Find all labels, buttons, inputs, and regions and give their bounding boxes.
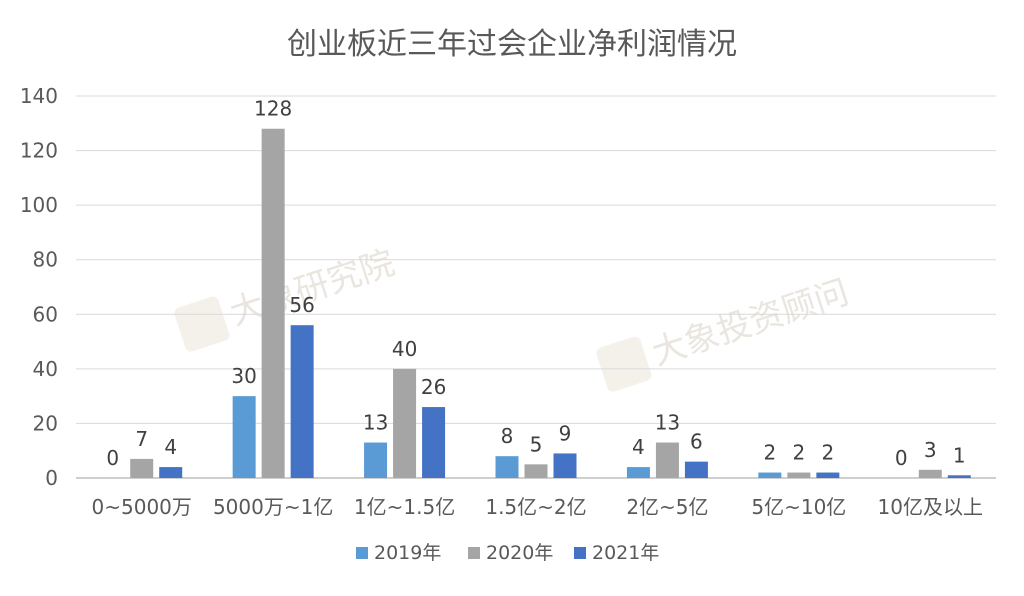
watermark-logo-icon bbox=[596, 336, 652, 392]
x-tick-label: 5亿~10亿 bbox=[751, 495, 846, 519]
y-tick-label: 0 bbox=[45, 466, 58, 490]
legend-item: 2021年 bbox=[574, 542, 659, 564]
data-label: 0 bbox=[895, 446, 908, 470]
data-label: 2 bbox=[792, 441, 805, 465]
data-label: 40 bbox=[392, 337, 417, 361]
legend-label: 2020年 bbox=[486, 542, 553, 564]
watermark: 大象投资顾问 bbox=[596, 272, 854, 392]
data-label: 30 bbox=[231, 364, 256, 388]
bar bbox=[947, 475, 971, 478]
watermark-text: 大象研究院 bbox=[225, 243, 399, 334]
bar bbox=[918, 469, 942, 478]
bar bbox=[626, 467, 650, 478]
legend-item: 2019年 bbox=[356, 542, 441, 564]
bar bbox=[524, 464, 548, 478]
legend-label: 2021年 bbox=[592, 542, 659, 564]
y-tick-label: 20 bbox=[33, 411, 58, 435]
bar bbox=[393, 368, 417, 478]
bars bbox=[130, 128, 971, 478]
data-label: 8 bbox=[501, 424, 514, 448]
bar bbox=[655, 442, 679, 478]
y-tick-label: 120 bbox=[20, 139, 58, 163]
legend-label: 2019年 bbox=[374, 542, 441, 564]
data-label: 0 bbox=[106, 446, 119, 470]
x-tick-label: 2亿~5亿 bbox=[626, 495, 708, 519]
x-axis-ticks: 0~5000万 5000万~1亿 1亿~1.5亿 1.5亿~2亿 2亿~5亿 5亿~10亿… bbox=[92, 495, 983, 519]
watermark-logo-icon bbox=[174, 296, 230, 352]
y-tick-label: 100 bbox=[20, 193, 58, 217]
y-tick-label: 140 bbox=[20, 84, 58, 108]
y-tick-label: 60 bbox=[33, 302, 58, 326]
data-label: 13 bbox=[655, 411, 680, 435]
legend-swatch bbox=[356, 547, 368, 559]
bar bbox=[261, 128, 285, 478]
data-label: 4 bbox=[632, 435, 645, 459]
data-label: 56 bbox=[289, 293, 314, 317]
bar bbox=[364, 442, 388, 478]
data-label: 13 bbox=[363, 411, 388, 435]
bar bbox=[232, 396, 256, 478]
x-tick-label: 10亿及以上 bbox=[878, 495, 983, 519]
data-label: 6 bbox=[690, 430, 703, 454]
bar bbox=[290, 325, 314, 478]
bar bbox=[816, 472, 840, 478]
y-tick-label: 80 bbox=[33, 248, 58, 272]
bar bbox=[130, 458, 154, 478]
data-label: 9 bbox=[559, 421, 572, 445]
data-label: 7 bbox=[135, 427, 148, 451]
legend-swatch bbox=[574, 547, 586, 559]
legend: 2019年 2020年 2021年 bbox=[356, 542, 659, 564]
data-label: 2 bbox=[763, 441, 776, 465]
data-label: 5 bbox=[530, 432, 543, 456]
bar bbox=[495, 456, 519, 478]
x-tick-label: 1.5亿~2亿 bbox=[485, 495, 586, 519]
chart-title: 创业板近三年过会企业净利润情况 bbox=[287, 27, 737, 62]
x-tick-label: 5000万~1亿 bbox=[213, 495, 333, 519]
bar bbox=[787, 472, 811, 478]
legend-item: 2020年 bbox=[468, 542, 553, 564]
legend-swatch bbox=[468, 547, 480, 559]
gridlines bbox=[76, 95, 996, 479]
data-label: 2 bbox=[821, 441, 834, 465]
data-label: 26 bbox=[421, 375, 446, 399]
bar bbox=[684, 461, 708, 478]
watermark: 大象研究院 bbox=[174, 243, 399, 352]
y-tick-label: 40 bbox=[33, 357, 58, 381]
data-label: 128 bbox=[254, 97, 292, 121]
x-tick-label: 1亿~1.5亿 bbox=[354, 495, 455, 519]
y-axis-ticks: 0 20 40 60 80 100 120 140 bbox=[20, 84, 58, 490]
watermark-text: 大象投资顾问 bbox=[647, 272, 853, 373]
data-label: 3 bbox=[924, 438, 937, 462]
bar bbox=[159, 467, 183, 478]
data-label: 4 bbox=[164, 435, 177, 459]
x-tick-label: 0~5000万 bbox=[92, 495, 192, 519]
bar bbox=[553, 453, 577, 478]
bar bbox=[422, 407, 446, 478]
data-label: 1 bbox=[953, 443, 966, 467]
bar bbox=[758, 472, 782, 478]
